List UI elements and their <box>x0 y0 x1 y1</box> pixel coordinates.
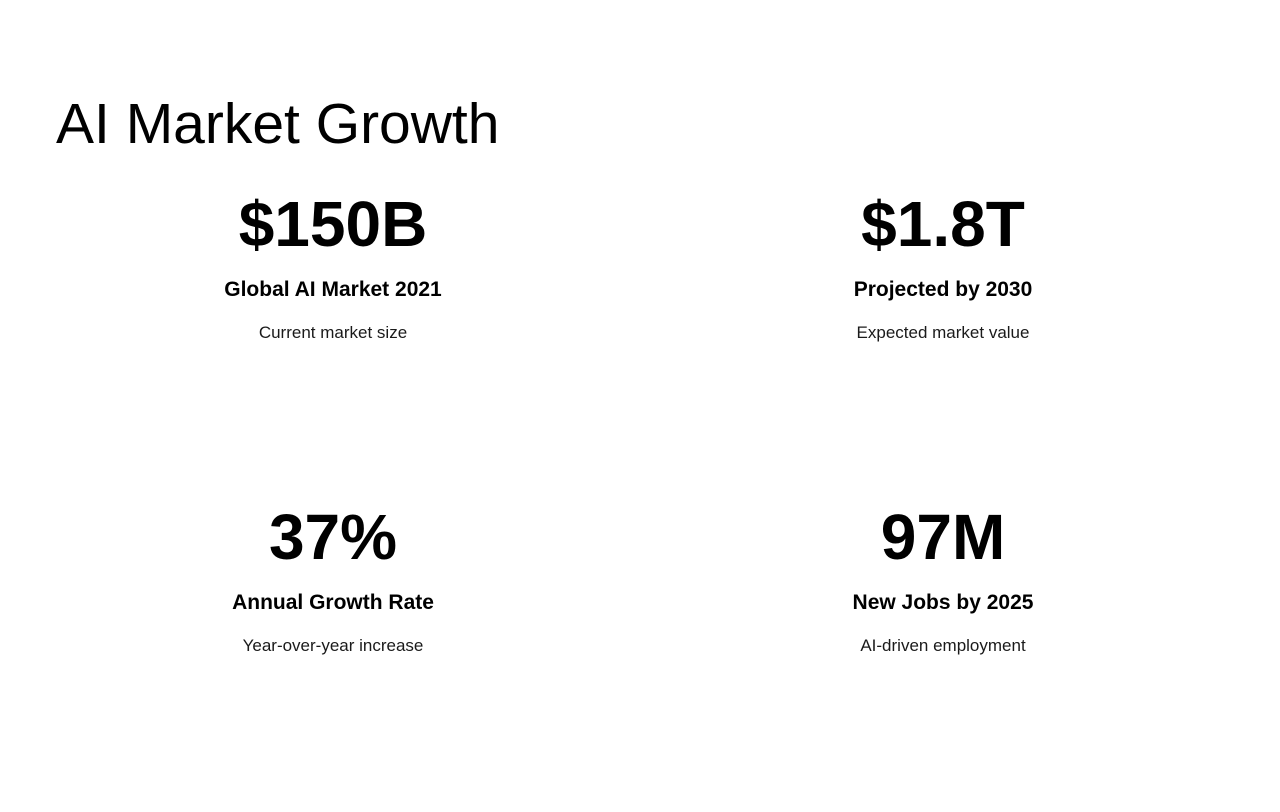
stat-value: 97M <box>880 501 1006 573</box>
stat-label: New Jobs by 2025 <box>852 590 1034 614</box>
stat-card-projected-2030: $1.8T Projected by 2030 Expected market … <box>638 186 1248 499</box>
slide: AI Market Growth $150B Global AI Market … <box>56 92 1034 655</box>
stat-description: AI-driven employment <box>860 635 1026 655</box>
stat-value: $1.8T <box>861 188 1025 260</box>
stat-card-global-ai-market: $150B Global AI Market 2021 Current mark… <box>28 186 638 499</box>
stat-description: Year-over-year increase <box>242 635 424 655</box>
stat-label: Annual Growth Rate <box>232 590 434 614</box>
stat-value: 37% <box>268 501 398 573</box>
page-title: AI Market Growth <box>56 92 500 157</box>
stat-description: Current market size <box>258 322 408 342</box>
stat-description: Expected market value <box>856 322 1030 342</box>
stat-value: $150B <box>238 188 428 260</box>
stat-card-annual-growth: 37% Annual Growth Rate Year-over-year in… <box>28 499 638 812</box>
stat-label: Projected by 2030 <box>853 277 1033 301</box>
stat-label: Global AI Market 2021 <box>224 277 442 301</box>
stats-grid: $150B Global AI Market 2021 Current mark… <box>28 186 1248 812</box>
stat-card-new-jobs: 97M New Jobs by 2025 AI-driven employmen… <box>638 499 1248 812</box>
